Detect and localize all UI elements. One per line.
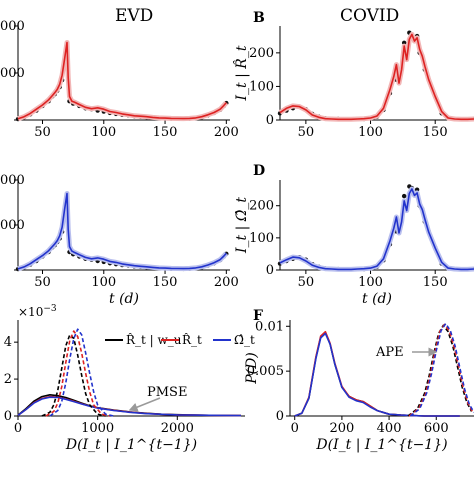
- x-tick-label-e: 1000: [81, 421, 114, 436]
- panel-e: 0 1000 2000 0 2 4 D(I_t | I_1^{t−1}) R̂_t | w_u…: [4, 320, 255, 453]
- x-tick-label-f: 400: [377, 421, 402, 436]
- x-tick-label-b: 100: [358, 125, 383, 140]
- sci-notation-base: ×10: [18, 305, 44, 319]
- y-tick-label-b: 200: [249, 46, 274, 61]
- x-tick-label-c: 100: [91, 275, 116, 290]
- sci-notation-exponent: −3: [43, 304, 57, 314]
- y-axis-label-f: P(D): [244, 352, 260, 385]
- y-tick-label-f: 0.01: [255, 319, 284, 334]
- sci-notation-label: ×10−3: [18, 304, 57, 319]
- x-tick-label-a: 200: [214, 125, 239, 140]
- confidence-band-c: [17, 191, 229, 272]
- x-axis-label-e: D(I_t | I_1^{t−1}): [65, 437, 197, 453]
- y-tick-label-c: 000: [0, 218, 25, 233]
- x-tick-label-e: 2000: [161, 421, 194, 436]
- legend-label-1: R̂_t: [182, 332, 202, 347]
- series-line-e-5: [49, 328, 114, 417]
- x-tick-label-b: 50: [298, 125, 315, 140]
- y-tick-label-f: 0.005: [247, 364, 284, 379]
- y-tick-label-c: 000: [0, 173, 25, 188]
- x-tick-label-c: 50: [34, 275, 51, 290]
- y-tick-label-a: 000: [0, 19, 25, 34]
- y-tick-label-e: 0: [4, 409, 12, 424]
- series-line-a-1: [17, 41, 227, 120]
- y-tick-label-f: 0: [276, 409, 284, 424]
- panel-letter-f: F: [253, 308, 263, 324]
- x-tick-label-a: 100: [91, 125, 116, 140]
- x-tick-label-f: 0: [291, 421, 299, 436]
- x-tick-label-a: 50: [34, 125, 51, 140]
- x-tick-label-d: 150: [423, 275, 448, 290]
- column-title-evd: EVD: [115, 6, 154, 26]
- x-axis-label-f: D(I_t | I_1^{t−1}): [315, 437, 447, 453]
- series-line-f-5: [409, 322, 474, 417]
- x-tick-label-e: 0: [14, 421, 22, 436]
- y-tick-label-e: 2: [4, 372, 12, 387]
- series-line-f-4: [408, 323, 474, 417]
- y-tick-label-b: 100: [249, 79, 274, 94]
- y-tick-label-d: 0: [266, 263, 274, 278]
- x-tick-label-b: 150: [423, 125, 448, 140]
- series-line-d-1: [279, 188, 474, 271]
- panel-f: 0 200 400 600 0 0.005 0.01 D(I_t | I_1^{t−1}) P(…: [244, 319, 474, 453]
- series-line-b-1: [279, 33, 474, 121]
- y-axis-label-d: I_t | Ω̂_t: [234, 197, 250, 254]
- confidence-band-d: [278, 186, 474, 272]
- x-tick-label-c: 200: [214, 275, 239, 290]
- confidence-band-b: [278, 31, 474, 122]
- series-line-e-2: [17, 396, 242, 417]
- x-axis-label-c: t (d): [109, 291, 139, 307]
- y-tick-label-b: 0: [266, 113, 274, 128]
- pmse-arrow: [128, 397, 161, 412]
- y-tick-label-d: 200: [249, 199, 274, 214]
- series-line-f-2: [294, 332, 460, 417]
- x-tick-label-c: 150: [153, 275, 178, 290]
- legend-label-2: Ω̂_t: [234, 333, 255, 347]
- column-title-covid: COVID: [340, 6, 400, 26]
- y-tick-label-a: 000: [0, 66, 25, 81]
- panel-d: 50 100 150 0 100 200 t (d) I_t | Ω̂_t: [234, 180, 474, 307]
- series-line-c-1: [17, 192, 227, 270]
- y-axis-label-b: I_t | R̂_t: [232, 45, 250, 101]
- panel-c: 50 100 150 200 000 000 t (d): [0, 173, 239, 307]
- series-line-e-3: [41, 334, 106, 417]
- x-tick-label-f: 200: [329, 421, 354, 436]
- panel-letter-b: B: [253, 10, 265, 26]
- x-tick-label-d: 100: [358, 275, 383, 290]
- panel-a: 50 100 150 200 000 000: [0, 19, 239, 140]
- x-axis-label-d: t (d): [362, 291, 392, 307]
- pmse-annotation: PMSE: [147, 385, 188, 400]
- x-tick-label-a: 150: [153, 125, 178, 140]
- ape-annotation: APE: [376, 345, 404, 360]
- series-line-e-4: [45, 330, 110, 417]
- y-tick-label-d: 100: [249, 231, 274, 246]
- panel-letter-d: D: [253, 163, 266, 179]
- y-tick-label-e: 4: [4, 335, 12, 350]
- x-tick-label-f: 600: [424, 421, 449, 436]
- observed-point-d: [401, 193, 407, 199]
- legend-label-0: R̂_t | w_u: [126, 332, 182, 347]
- confidence-band-a: [17, 40, 229, 122]
- x-tick-label-d: 50: [298, 275, 315, 290]
